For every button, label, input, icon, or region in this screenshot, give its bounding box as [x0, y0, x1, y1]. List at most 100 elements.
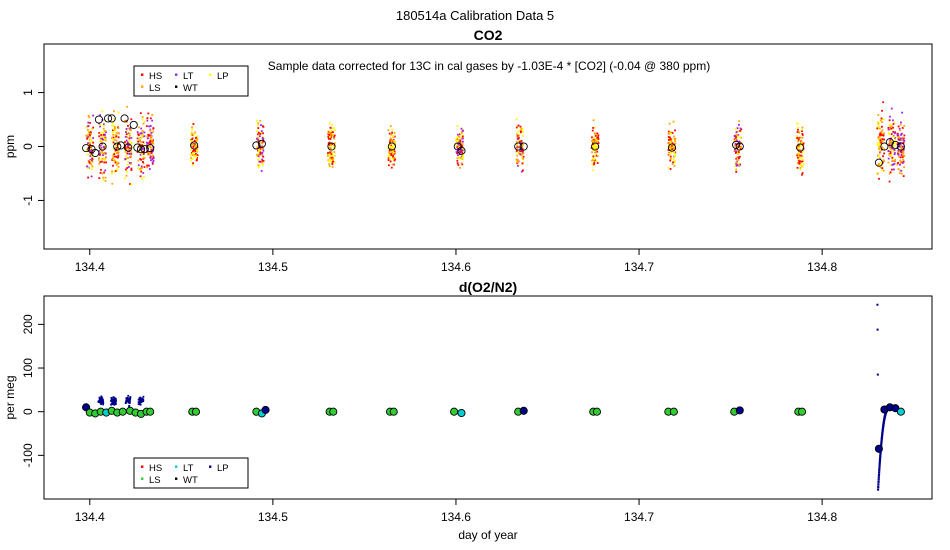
sample-point: [256, 146, 259, 148]
sample-point: [592, 147, 595, 150]
sample-point: [880, 117, 883, 120]
sample-point: [516, 164, 519, 167]
sample-point: [137, 159, 140, 162]
sample-point: [91, 168, 93, 171]
sample-point: [102, 123, 105, 126]
mean-marker: [735, 142, 744, 151]
mean-marker: [257, 139, 266, 148]
sample-point: [192, 150, 194, 153]
sample-point: [389, 139, 392, 142]
sample-point: [900, 146, 903, 149]
sample-point: [257, 166, 260, 169]
sample-point: [460, 141, 462, 144]
sample-point: [196, 149, 199, 152]
sample-point: [592, 127, 595, 129]
sample-point: [87, 121, 90, 124]
sample-point: [515, 147, 518, 150]
sample-point: [256, 136, 259, 139]
legend-label: LS: [149, 83, 161, 94]
sample-point: [330, 131, 332, 134]
sample-point: [593, 137, 595, 140]
sample-point: [142, 172, 145, 174]
sample-point: [393, 159, 396, 162]
sample-point: [797, 145, 800, 148]
chart-title: CO2: [474, 27, 503, 43]
legend-label: LP: [217, 463, 229, 474]
sample-point: [389, 125, 392, 128]
sample-point: [128, 135, 131, 137]
sample-point: [796, 138, 799, 141]
sample-point: [889, 139, 892, 142]
mean-marker: [124, 143, 133, 152]
mean-marker: [885, 138, 894, 147]
sample-point: [260, 131, 263, 134]
legend-label: LT: [183, 71, 194, 82]
sample-point: [123, 119, 126, 122]
sample-point: [101, 151, 104, 154]
sample-point: [591, 159, 593, 162]
sample-point: [596, 162, 599, 164]
sample-point: [595, 160, 598, 163]
sample-point: [735, 134, 738, 136]
sample-point: [878, 147, 881, 150]
sample-point: [595, 138, 598, 141]
sample-point: [124, 157, 127, 160]
sample-point: [801, 128, 804, 131]
sample-point: [139, 137, 142, 140]
sample-point: [128, 401, 131, 403]
x-tick-label: 134.7: [624, 260, 654, 274]
sample-point: [91, 128, 93, 130]
sample-point: [262, 149, 265, 152]
sample-point: [137, 133, 140, 136]
sample-point: [138, 139, 141, 142]
sample-point: [130, 167, 133, 170]
sample-point: [881, 140, 884, 143]
sample-point: [391, 140, 394, 142]
mean-marker: [91, 148, 100, 158]
sample-point: [329, 138, 332, 140]
sample-point: [124, 168, 127, 171]
mean-marker: [136, 145, 146, 154]
sample-point: [391, 150, 394, 153]
sample-point: [143, 157, 146, 159]
x-tick-label: 134.7: [624, 510, 654, 524]
sample-point: [196, 156, 198, 159]
sample-point: [257, 146, 260, 149]
sample-point: [125, 128, 128, 130]
sample-point: [257, 149, 260, 151]
sample-point: [104, 158, 106, 161]
legend-marker: [175, 477, 178, 480]
sample-point: [191, 164, 194, 167]
sample-point: [327, 154, 329, 157]
sample-point: [103, 135, 105, 138]
sample-point: [149, 137, 152, 140]
sample-point: [129, 183, 131, 185]
sample-point: [142, 147, 145, 150]
mean-marker: [896, 407, 905, 416]
sample-point: [147, 145, 150, 148]
sample-point: [738, 152, 740, 155]
sample-point: [900, 151, 903, 154]
sample-point: [98, 131, 101, 134]
sample-point: [890, 141, 893, 144]
sample-point: [149, 117, 152, 120]
sample-point: [86, 125, 89, 128]
sample-point: [795, 135, 798, 138]
sample-point: [458, 144, 461, 147]
chart-annotation: Sample data corrected for 13C in cal gas…: [268, 59, 710, 73]
sample-point: [150, 140, 153, 143]
sample-point: [126, 399, 129, 402]
sample-point: [125, 171, 128, 173]
sample-point: [674, 129, 676, 132]
sample-point: [799, 164, 802, 167]
sample-point: [390, 145, 393, 148]
sample-point: [258, 135, 261, 138]
sample-point: [147, 134, 150, 137]
sample-point: [111, 124, 114, 127]
sample-point: [387, 164, 390, 167]
sample-point: [460, 148, 463, 151]
sample-point: [100, 133, 103, 136]
sample-point: [882, 101, 885, 104]
sample-point: [259, 160, 262, 163]
sample-point: [126, 398, 129, 401]
